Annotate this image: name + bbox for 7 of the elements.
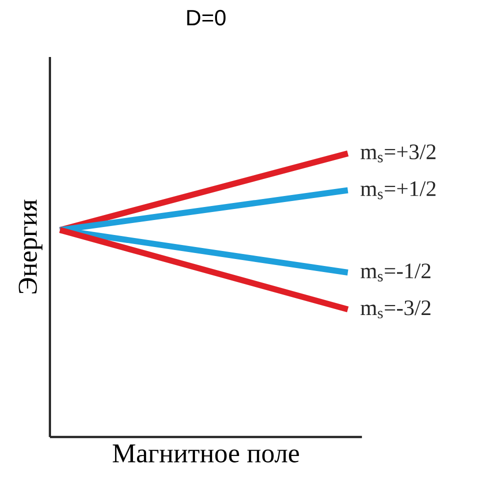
series-label: m$_{s}$=+1/2 bbox=[360, 181, 436, 200]
chart-title: D=0 bbox=[187, 10, 226, 26]
series-label: m$_{s}$=+3/2 bbox=[360, 144, 436, 162]
y-axis-title: Энергия bbox=[18, 200, 42, 294]
x-axis-title: Магнитное поле bbox=[112, 444, 299, 462]
series-label: m$_{s}$=-3/2 bbox=[360, 300, 430, 318]
series-label: m$_{s}$=-1/2 bbox=[360, 264, 430, 282]
